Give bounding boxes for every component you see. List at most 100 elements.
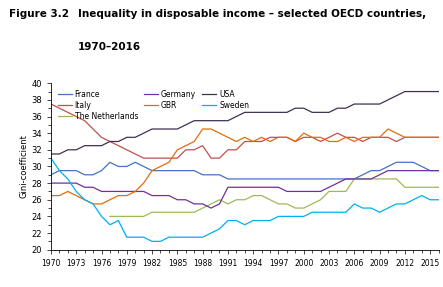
- Sweden: [369, 206, 374, 210]
- Germany: [284, 190, 290, 193]
- GBR: [268, 140, 273, 143]
- Sweden: [191, 235, 197, 239]
- The Netherlands: [175, 211, 180, 214]
- GBR: [276, 136, 281, 139]
- USA: [183, 123, 188, 127]
- Italy: [377, 136, 382, 139]
- USA: [166, 127, 171, 131]
- Sweden: [293, 215, 298, 218]
- Sweden: [326, 211, 332, 214]
- GBR: [149, 169, 155, 172]
- Germany: [436, 169, 441, 172]
- Sweden: [175, 235, 180, 239]
- USA: [335, 106, 340, 110]
- USA: [200, 119, 205, 123]
- The Netherlands: [141, 215, 146, 218]
- USA: [402, 90, 408, 93]
- Italy: [369, 136, 374, 139]
- Germany: [217, 202, 222, 205]
- Italy: [360, 140, 365, 143]
- Italy: [242, 140, 248, 143]
- USA: [82, 144, 87, 148]
- USA: [268, 110, 273, 114]
- Italy: [326, 136, 332, 139]
- Italy: [394, 140, 399, 143]
- Sweden: [48, 156, 54, 160]
- France: [116, 165, 121, 168]
- France: [65, 169, 70, 172]
- Italy: [141, 156, 146, 160]
- The Netherlands: [191, 211, 197, 214]
- USA: [436, 90, 441, 93]
- France: [175, 169, 180, 172]
- The Netherlands: [427, 186, 433, 189]
- The Netherlands: [411, 186, 416, 189]
- GBR: [158, 165, 163, 168]
- Germany: [251, 186, 256, 189]
- USA: [233, 115, 239, 118]
- Sweden: [166, 235, 171, 239]
- Sweden: [284, 215, 290, 218]
- France: [301, 177, 307, 181]
- The Netherlands: [149, 211, 155, 214]
- Sweden: [233, 219, 239, 222]
- Germany: [124, 190, 129, 193]
- Germany: [149, 194, 155, 197]
- GBR: [242, 136, 248, 139]
- Italy: [74, 115, 79, 118]
- France: [166, 169, 171, 172]
- Sweden: [394, 202, 399, 205]
- Sweden: [251, 219, 256, 222]
- Italy: [284, 136, 290, 139]
- GBR: [166, 161, 171, 164]
- Sweden: [74, 190, 79, 193]
- The Netherlands: [360, 177, 365, 181]
- Italy: [259, 140, 264, 143]
- The Netherlands: [402, 186, 408, 189]
- Germany: [90, 186, 96, 189]
- GBR: [116, 194, 121, 197]
- Italy: [107, 140, 113, 143]
- GBR: [427, 136, 433, 139]
- Sweden: [65, 177, 70, 181]
- Text: Figure 3.2: Figure 3.2: [9, 9, 69, 19]
- Germany: [343, 177, 349, 181]
- GBR: [65, 190, 70, 193]
- GBR: [335, 140, 340, 143]
- France: [233, 177, 239, 181]
- The Netherlands: [343, 190, 349, 193]
- USA: [107, 140, 113, 143]
- USA: [48, 152, 54, 156]
- Germany: [394, 169, 399, 172]
- Sweden: [225, 219, 230, 222]
- GBR: [394, 131, 399, 135]
- Sweden: [183, 235, 188, 239]
- Italy: [268, 136, 273, 139]
- GBR: [326, 140, 332, 143]
- USA: [394, 94, 399, 98]
- The Netherlands: [183, 211, 188, 214]
- France: [276, 177, 281, 181]
- Sweden: [335, 211, 340, 214]
- The Netherlands: [268, 198, 273, 201]
- USA: [242, 110, 248, 114]
- Italy: [419, 136, 424, 139]
- Sweden: [57, 169, 62, 172]
- Germany: [419, 169, 424, 172]
- Germany: [116, 190, 121, 193]
- Italy: [57, 106, 62, 110]
- The Netherlands: [259, 194, 264, 197]
- Germany: [99, 190, 104, 193]
- USA: [360, 102, 365, 106]
- Germany: [360, 177, 365, 181]
- Line: Germany: Germany: [51, 170, 439, 208]
- Italy: [124, 148, 129, 152]
- USA: [158, 127, 163, 131]
- Sweden: [385, 206, 391, 210]
- USA: [175, 127, 180, 131]
- USA: [74, 148, 79, 152]
- Italy: [175, 156, 180, 160]
- USA: [251, 110, 256, 114]
- GBR: [411, 136, 416, 139]
- Germany: [225, 186, 230, 189]
